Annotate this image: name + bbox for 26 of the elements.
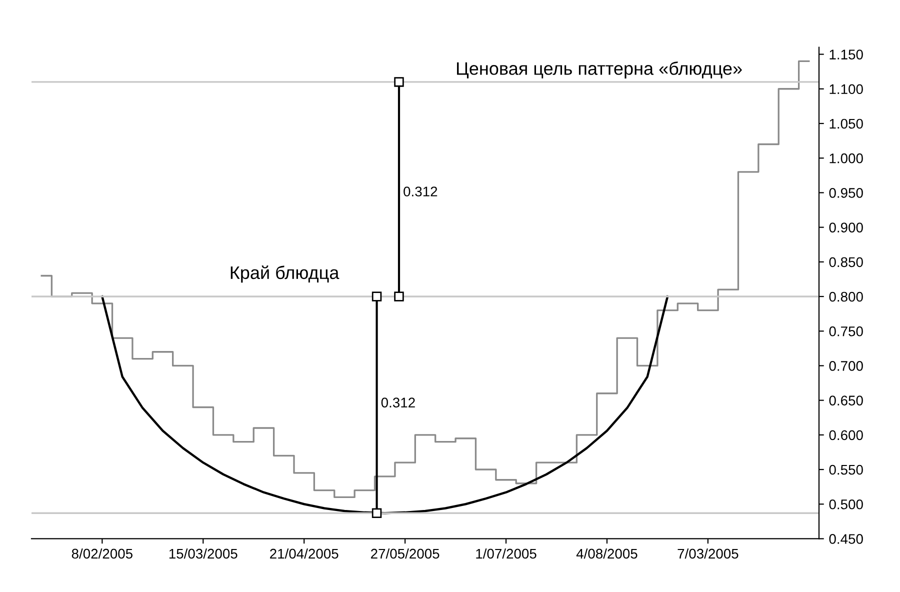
y-tick-label: 1.000 [830, 153, 863, 164]
x-tick-label: 21/04/2005 [270, 548, 338, 559]
y-tick-label: 0.950 [829, 188, 863, 198]
y-tick-label: 0.750 [829, 326, 863, 336]
x-tick-label: 27/05/2005 [371, 548, 440, 559]
x-tick-label: 15/03/2005 [169, 548, 238, 559]
x-tick-label: 8/02/2005 [72, 548, 132, 559]
y-tick-label: 0.650 [829, 396, 863, 406]
y-tick-label: 0.900 [829, 222, 863, 232]
annotation: 0.312 [404, 186, 438, 196]
y-tick-label: 1.150 [830, 50, 863, 60]
x-tick-label: 1/07/2005 [476, 548, 536, 559]
y-tick-label: 0.700 [829, 361, 863, 371]
x-tick-label: 7/03/2005 [678, 548, 738, 559]
y-tick-label: 1.050 [830, 118, 863, 129]
annotation: Край блюдца [230, 266, 340, 283]
y-tick-label: 0.800 [829, 292, 863, 302]
annotation: Ценовая цель паттерна «блюдце» [457, 62, 742, 79]
annotation: 0.312 [381, 398, 415, 408]
y-tick-label: 0.850 [829, 257, 863, 268]
x-tick-label: 4/08/2005 [576, 548, 638, 559]
y-tick-label: 0.450 [829, 534, 863, 544]
y-tick-label: 0.600 [829, 430, 863, 440]
y-tick-label: 0.550 [829, 464, 863, 475]
y-tick-label: 0.500 [829, 499, 863, 510]
y-tick-label: 1.100 [830, 84, 863, 94]
